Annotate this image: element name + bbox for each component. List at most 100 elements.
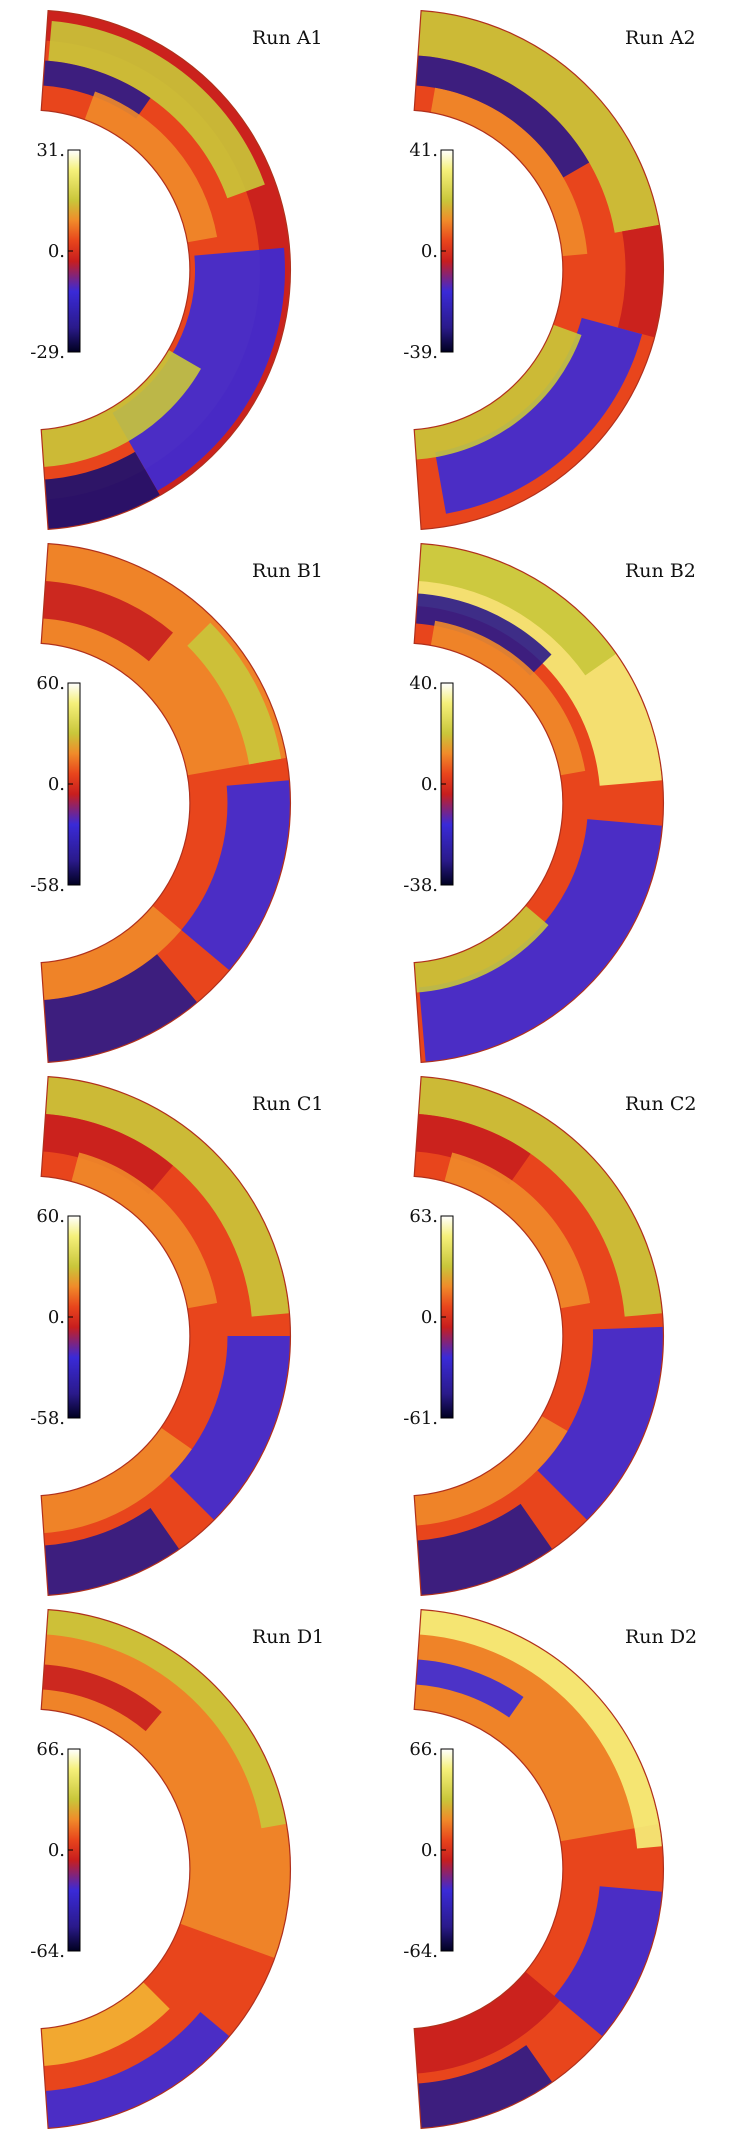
contour-band [430, 620, 586, 776]
contour-band [41, 1113, 173, 1195]
contour-band [41, 1508, 180, 1596]
contour-band [537, 1326, 663, 1520]
contour-band [187, 622, 282, 765]
contour-band [41, 451, 160, 530]
panel-run-c2: Run C2 63. 0. -61. [403, 1075, 696, 1597]
colorbar-zero-label: 0. [421, 241, 438, 262]
panel-run-d2: Run D2 66. 0. -64. [403, 1608, 697, 2130]
contour-band [419, 819, 662, 1062]
shell-outline [413, 1075, 664, 1597]
colorbar-min-label: -64. [403, 1941, 438, 1962]
colorbar-min-label: -64. [30, 1941, 65, 1962]
contour-band [48, 21, 265, 199]
contour-band [414, 543, 616, 676]
contour-band [444, 1152, 591, 1309]
contour-band [41, 1076, 289, 1317]
contour-band [414, 593, 552, 676]
contour-band [169, 1336, 290, 1520]
shell-outline [40, 1608, 291, 2130]
colorbar-zero-label: 0. [48, 241, 65, 262]
panel-title: Run A2 [625, 27, 696, 49]
colorbar-max-label: 60. [36, 673, 65, 694]
colorbar-min-label: -58. [30, 1408, 65, 1429]
panel-title: Run B1 [252, 560, 323, 582]
colorbar-max-label: 41. [409, 140, 438, 161]
shell-contour-map [41, 543, 291, 1063]
panel-title: Run B2 [625, 560, 696, 582]
shell-contour-map [414, 543, 664, 1063]
shell-contour-map [41, 1609, 291, 2129]
colorbar-zero-label: 0. [48, 774, 65, 795]
colorbar-max-label: 66. [36, 1739, 65, 1760]
contour-band [41, 2012, 230, 2129]
colorbar-max-label: 63. [409, 1206, 438, 1227]
colorbar-min-label: -29. [30, 342, 65, 363]
shell-outline [413, 542, 664, 1064]
colorbar-zero-label: 0. [421, 1307, 438, 1328]
contour-band [617, 224, 664, 338]
contour-band [414, 55, 590, 178]
contour-band [414, 1416, 568, 1526]
colorbar-zero-label: 0. [421, 1840, 438, 1861]
shell-outline [40, 9, 291, 531]
colorbar-zero-label: 0. [48, 1840, 65, 1861]
contour-band [414, 1609, 660, 1842]
colorbar-min-label: -61. [403, 1408, 438, 1429]
shell-outline [40, 542, 291, 1064]
contour-band [41, 350, 201, 468]
contour-band [41, 1982, 170, 2067]
contour-band [414, 905, 549, 993]
shell-outline [40, 1075, 291, 1597]
shell-outline [413, 9, 664, 531]
contour-band [414, 10, 660, 233]
contour-band [41, 1427, 192, 1534]
colorbar-min-label: -39. [403, 342, 438, 363]
contour-band [430, 87, 588, 257]
contour-band [181, 780, 290, 971]
colorbar-max-label: 31. [36, 140, 65, 161]
shell-contour-map [41, 10, 291, 530]
colorbar-max-label: 40. [409, 673, 438, 694]
panel-run-b2: Run B2 40. 0. -38. [403, 542, 696, 1064]
panel-title: Run D2 [625, 1626, 697, 1648]
shell-contour-map [41, 1076, 291, 1596]
contour-band [41, 905, 182, 1001]
panel-title: Run C2 [625, 1093, 696, 1115]
contour-band [414, 2045, 553, 2129]
contour-band [414, 1609, 662, 1849]
shell-contour-map [414, 1076, 664, 1596]
contour-band [41, 1664, 162, 1732]
contour-band [414, 543, 662, 786]
contour-band [84, 91, 218, 243]
contour-band [41, 580, 173, 662]
colorbar-max-label: 66. [409, 1739, 438, 1760]
panel-title: Run A1 [252, 27, 323, 49]
contour-band [414, 1659, 524, 1718]
colorbar-zero-label: 0. [421, 774, 438, 795]
panel-title: Run D1 [252, 1626, 324, 1648]
panel-run-a1: Run A1 31. 0. -29. [30, 9, 323, 531]
contour-band [41, 954, 198, 1063]
panel-run-b1: Run B1 60. 0. -58. [30, 542, 323, 1064]
contour-band [414, 1971, 560, 2074]
colorbar-min-label: -58. [30, 875, 65, 896]
shell-outline [413, 1608, 664, 2130]
panel-run-d1: Run D1 66. 0. -64. [30, 1608, 324, 2130]
panel-title: Run C1 [252, 1093, 323, 1115]
shell-contour-map [414, 10, 664, 530]
panel-run-a2: Run A2 41. 0. -39. [403, 9, 696, 531]
contour-band [71, 1152, 218, 1309]
colorbar-zero-label: 0. [48, 1307, 65, 1328]
contour-band [41, 1609, 287, 1829]
colorbar-max-label: 60. [36, 1206, 65, 1227]
contour-band [414, 324, 582, 460]
contour-band [414, 1503, 553, 1596]
contour-band [435, 317, 643, 514]
contour-band [414, 1113, 531, 1185]
panel-run-c1: Run C1 60. 0. -58. [30, 1075, 323, 1597]
contour-band [554, 1886, 662, 2037]
colorbar-min-label: -38. [403, 875, 438, 896]
shell-contour-map [414, 1609, 664, 2129]
contour-band [414, 1076, 662, 1317]
